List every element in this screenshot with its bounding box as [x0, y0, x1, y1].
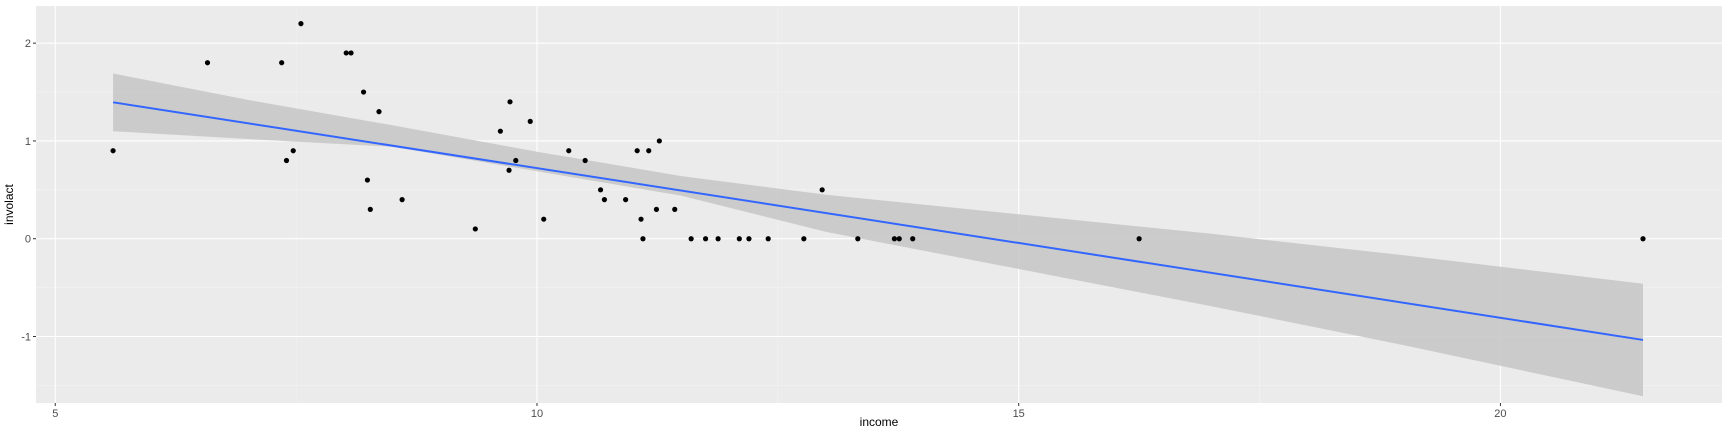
- x-tick-label: 5: [52, 408, 58, 420]
- data-point: [640, 236, 646, 242]
- data-point: [376, 109, 382, 115]
- data-point: [298, 21, 304, 27]
- data-point: [736, 236, 742, 242]
- data-point: [819, 187, 825, 193]
- x-tick-label: 15: [1013, 408, 1025, 420]
- data-point: [290, 148, 296, 154]
- data-point: [688, 236, 694, 242]
- data-point: [566, 148, 572, 154]
- data-point: [702, 236, 709, 242]
- data-point: [601, 197, 608, 203]
- data-point: [343, 50, 349, 56]
- data-point: [896, 236, 902, 242]
- data-point: [1640, 236, 1646, 242]
- data-point: [715, 236, 721, 242]
- y-tick-label: -1: [21, 332, 31, 344]
- data-point: [653, 206, 660, 212]
- y-tick-label: 1: [25, 136, 31, 148]
- data-point: [855, 236, 861, 242]
- regression-line: [112, 101, 1644, 341]
- data-point: [367, 206, 373, 212]
- data-point: [1136, 236, 1142, 242]
- x-axis-title: income: [860, 415, 899, 429]
- y-tick-labels: -1 0 1 2: [21, 38, 31, 343]
- data-point: [497, 128, 503, 134]
- y-axis-title: involact: [2, 183, 16, 224]
- confidence-band: [113, 73, 1644, 397]
- data-point: [399, 197, 405, 203]
- data-point: [283, 157, 290, 164]
- data-point: [597, 187, 604, 193]
- data-point: [638, 216, 644, 222]
- x-tick-label: 10: [531, 408, 543, 420]
- data-point: [541, 216, 547, 222]
- data-point: [527, 118, 533, 124]
- data-points: [110, 21, 1646, 242]
- data-point: [801, 236, 807, 242]
- data-point: [746, 236, 752, 242]
- y-tick-label: 2: [25, 38, 31, 50]
- data-point: [656, 138, 662, 144]
- data-point: [765, 236, 771, 242]
- data-point: [204, 60, 211, 66]
- data-point: [623, 197, 629, 203]
- axis-ticks: [33, 42, 1501, 406]
- data-point: [348, 50, 354, 56]
- data-point: [507, 99, 513, 105]
- data-point: [279, 60, 285, 66]
- data-point: [634, 148, 640, 154]
- data-point: [364, 177, 371, 183]
- data-point: [891, 236, 898, 242]
- data-point: [506, 167, 512, 173]
- data-point: [110, 148, 116, 154]
- data-point: [672, 206, 678, 212]
- x-tick-label: 20: [1494, 408, 1506, 420]
- data-point: [472, 226, 478, 232]
- y-tick-label: 0: [25, 234, 31, 246]
- data-point: [360, 89, 367, 95]
- data-point: [513, 157, 519, 164]
- x-tick-labels: 5 10 15 20: [52, 408, 1506, 420]
- data-point: [582, 157, 588, 164]
- data-point: [910, 236, 916, 242]
- data-point: [646, 148, 652, 154]
